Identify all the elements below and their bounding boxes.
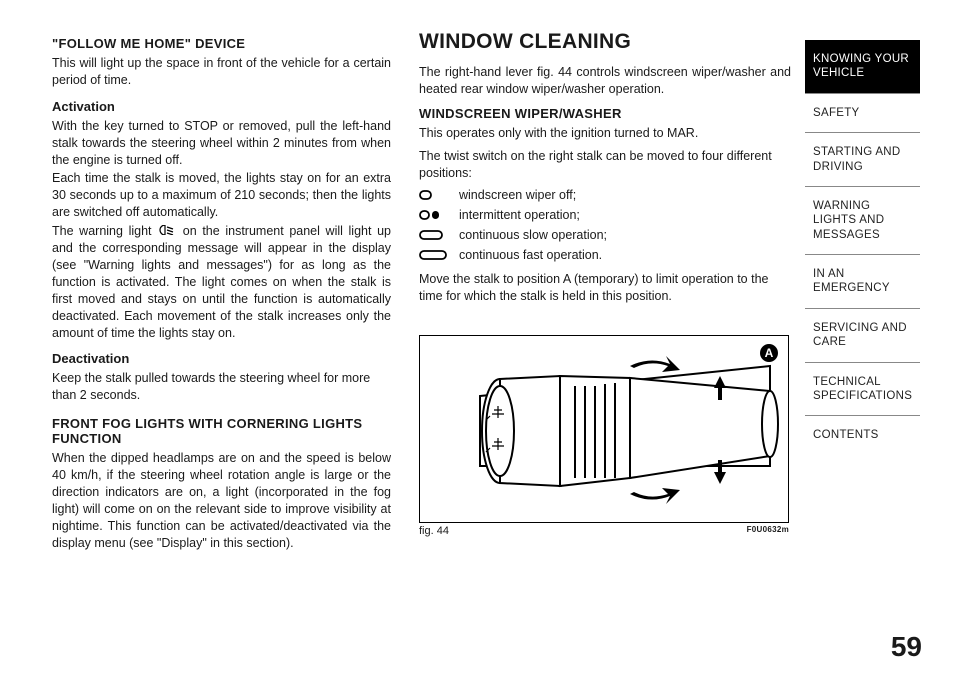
- activation-p3b: on the instrument panel will light up an…: [52, 224, 391, 340]
- tab-safety[interactable]: Safety: [805, 94, 920, 133]
- fog-heading: Front Fog Lights with Cornering Lights F…: [52, 416, 391, 446]
- wiper-intermittent-icon: [419, 210, 447, 220]
- activation-p3a: The warning light: [52, 224, 157, 238]
- figure-label-a: A: [760, 344, 778, 362]
- wiper-fast-icon: [419, 250, 447, 260]
- activation-p2: Each time the stalk is moved, the lights…: [52, 170, 391, 221]
- tab-knowing-vehicle[interactable]: Knowing Your Vehicle: [805, 40, 920, 94]
- wiper-p2: The twist switch on the right stalk can …: [419, 148, 791, 182]
- figure-44: A: [419, 335, 789, 523]
- tab-warning-lights[interactable]: Warning Lights and Messages: [805, 187, 920, 255]
- position-row: windscreen wiper off;: [419, 185, 791, 205]
- figure-caption: fig. 44 F0U0632m: [419, 525, 789, 537]
- position-row: continuous fast operation.: [419, 245, 791, 265]
- tab-servicing[interactable]: Servicing and Care: [805, 309, 920, 363]
- stalk-illustration-icon: [420, 336, 790, 524]
- figure-number: fig. 44: [419, 525, 449, 537]
- wiper-p1: This operates only with the ignition tur…: [419, 125, 791, 142]
- section-tabs: Knowing Your Vehicle Safety Starting and…: [805, 0, 920, 673]
- dipped-beam-icon: [159, 223, 175, 240]
- window-cleaning-title: WINDOW CLEANING: [419, 30, 791, 54]
- position-row: intermittent operation;: [419, 205, 791, 225]
- wiper-positions: windscreen wiper off; intermittent opera…: [419, 185, 791, 265]
- tab-starting-driving[interactable]: Starting and Driving: [805, 133, 920, 187]
- tab-tech-specs[interactable]: Technical Specifications: [805, 363, 920, 417]
- left-column: "Follow Me Home" Device This will light …: [0, 0, 405, 673]
- figure-code: F0U0632m: [747, 525, 789, 537]
- position-row: continuous slow operation;: [419, 225, 791, 245]
- right-column: WINDOW CLEANING The right-hand lever fig…: [405, 0, 805, 673]
- page-root: "Follow Me Home" Device This will light …: [0, 0, 954, 673]
- position-label: intermittent operation;: [459, 205, 580, 225]
- position-label: continuous fast operation.: [459, 245, 602, 265]
- position-label: windscreen wiper off;: [459, 185, 576, 205]
- activation-heading: Activation: [52, 99, 391, 114]
- wiper-heading: Windscreen Wiper/Washer: [419, 106, 791, 121]
- deactivation-heading: Deactivation: [52, 351, 391, 366]
- tab-emergency[interactable]: In an Emergency: [805, 255, 920, 309]
- activation-p1: With the key turned to STOP or removed, …: [52, 118, 391, 169]
- wiper-slow-icon: [419, 230, 447, 240]
- follow-me-home-heading: "Follow Me Home" Device: [52, 36, 391, 51]
- activation-p3: The warning light on the instrument pane…: [52, 223, 391, 341]
- fog-p: When the dipped headlamps are on and the…: [52, 450, 391, 551]
- deactivation-p: Keep the stalk pulled towards the steeri…: [52, 370, 391, 404]
- window-cleaning-intro: The right-hand lever fig. 44 controls wi…: [419, 64, 791, 98]
- tab-contents[interactable]: Contents: [805, 416, 920, 454]
- wiper-off-icon: [419, 190, 447, 200]
- page-number: 59: [891, 631, 922, 663]
- position-label: continuous slow operation;: [459, 225, 607, 245]
- follow-me-home-intro: This will light up the space in front of…: [52, 55, 391, 89]
- wiper-p3: Move the stalk to position A (temporary)…: [419, 271, 791, 305]
